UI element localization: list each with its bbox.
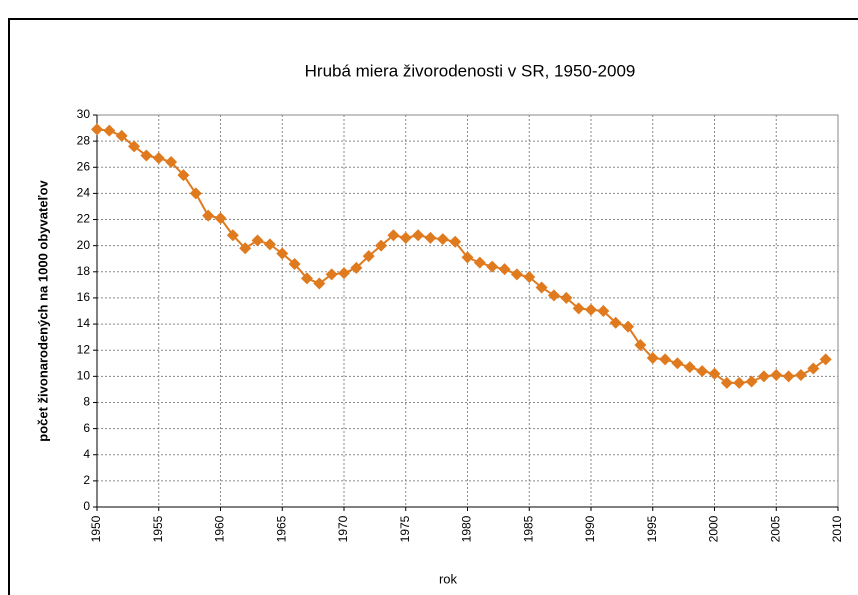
data-point xyxy=(300,272,313,285)
y-tick-label: 16 xyxy=(77,290,91,304)
x-tick-label: 1985 xyxy=(521,515,535,542)
data-point xyxy=(733,376,746,389)
data-point xyxy=(313,277,326,290)
data-point xyxy=(659,353,672,366)
frame xyxy=(8,18,858,595)
y-tick-label: 4 xyxy=(83,447,90,461)
y-tick-label: 10 xyxy=(77,369,91,383)
data-point xyxy=(720,376,733,389)
data-point xyxy=(128,140,141,153)
data-point xyxy=(251,234,264,247)
x-tick-label: 1970 xyxy=(336,515,350,542)
y-axis-label: počet živonarodených na 1000 obyvateľov xyxy=(35,179,50,441)
y-tick-label: 30 xyxy=(77,107,91,121)
x-tick-label: 1955 xyxy=(151,515,165,542)
data-point xyxy=(819,353,832,366)
data-point xyxy=(239,242,252,255)
data-point xyxy=(226,229,239,242)
data-point xyxy=(288,257,301,270)
y-tick-label: 22 xyxy=(77,212,91,226)
y-tick-label: 0 xyxy=(83,499,90,513)
data-point xyxy=(782,370,795,383)
data-point xyxy=(177,169,190,182)
data-point xyxy=(338,267,350,280)
x-tick-label: 1975 xyxy=(398,515,412,542)
data-point xyxy=(436,233,449,246)
data-point xyxy=(276,247,289,260)
data-point xyxy=(325,268,338,281)
x-tick-label: 1980 xyxy=(460,515,474,542)
data-point xyxy=(696,365,709,378)
data-point xyxy=(609,316,622,329)
x-tick-label: 2010 xyxy=(830,515,844,542)
y-tick-label: 8 xyxy=(83,395,90,409)
data-point xyxy=(387,229,400,242)
data-point xyxy=(708,367,721,380)
data-point xyxy=(807,362,820,375)
data-point xyxy=(424,231,437,244)
y-tick-label: 24 xyxy=(77,186,91,200)
data-point xyxy=(140,149,153,162)
data-point xyxy=(362,250,375,263)
x-tick-label: 1965 xyxy=(274,515,288,542)
data-point xyxy=(165,156,178,169)
data-point xyxy=(547,289,560,302)
data-point xyxy=(115,129,128,142)
data-point xyxy=(572,302,585,315)
data-point xyxy=(189,187,202,200)
x-tick-label: 1995 xyxy=(645,515,659,542)
y-tick-label: 14 xyxy=(77,316,91,330)
data-point xyxy=(486,260,499,273)
data-point xyxy=(646,352,659,365)
data-point xyxy=(794,369,807,382)
data-point xyxy=(449,235,462,248)
chart-title: Hrubá miera živorodenosti v SR, 1950-200… xyxy=(305,61,636,80)
x-tick-label: 2005 xyxy=(768,515,782,542)
data-point xyxy=(263,238,276,251)
data-point xyxy=(152,152,165,165)
y-tick-label: 12 xyxy=(77,342,91,356)
x-tick-label: 1950 xyxy=(89,515,103,542)
data-point xyxy=(770,369,783,382)
y-tick-label: 26 xyxy=(77,159,91,173)
data-point xyxy=(622,320,635,333)
data-point xyxy=(535,281,548,294)
x-tick-label: 1960 xyxy=(213,515,227,542)
data-point xyxy=(214,212,227,225)
data-point xyxy=(757,370,770,383)
data-point xyxy=(91,123,103,136)
data-point xyxy=(597,305,610,317)
data-point xyxy=(202,209,215,222)
data-point xyxy=(560,291,573,304)
data-point xyxy=(103,124,116,137)
data-point xyxy=(634,338,647,351)
data-point xyxy=(683,361,696,374)
data-point xyxy=(461,251,474,264)
data-point xyxy=(412,229,425,242)
data-point xyxy=(745,375,758,388)
data-point xyxy=(671,357,684,370)
data-point xyxy=(585,303,597,316)
x-tick-label: 1990 xyxy=(583,515,597,542)
x-axis-label: rok xyxy=(439,571,458,586)
data-point xyxy=(523,271,536,284)
data-point xyxy=(375,239,388,252)
data-point xyxy=(350,261,363,274)
data-point xyxy=(399,231,412,244)
y-tick-label: 28 xyxy=(77,133,91,147)
data-point xyxy=(510,268,523,281)
data-point xyxy=(498,263,511,276)
y-tick-label: 6 xyxy=(83,421,90,435)
data-point xyxy=(473,256,486,269)
y-tick-label: 2 xyxy=(83,473,90,487)
y-tick-label: 20 xyxy=(77,238,91,252)
y-tick-label: 18 xyxy=(77,264,91,278)
x-tick-label: 2000 xyxy=(707,515,721,542)
